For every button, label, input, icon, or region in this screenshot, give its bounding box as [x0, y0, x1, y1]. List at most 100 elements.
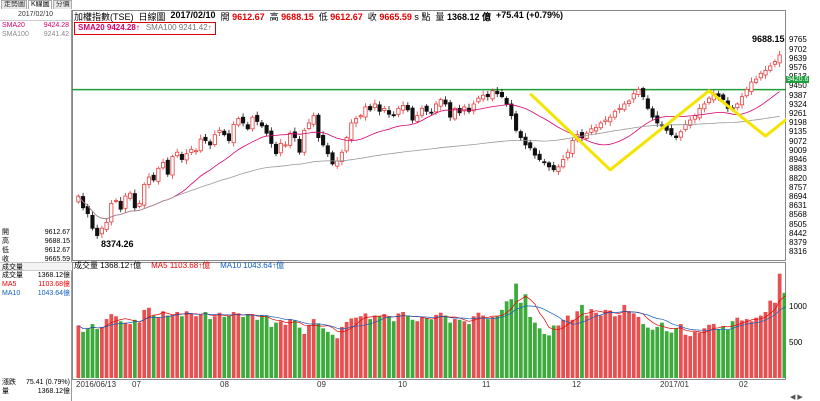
candle-body — [674, 135, 679, 138]
volume-bar — [537, 328, 542, 378]
volume-bar — [570, 319, 575, 378]
volume-bar — [344, 321, 349, 378]
volume-bar — [302, 334, 307, 378]
price-tick: 9072 — [789, 136, 807, 146]
price-tick: 9324 — [789, 99, 807, 109]
volume-bar — [547, 335, 551, 378]
volume-bar — [707, 324, 711, 378]
volume-bar — [650, 329, 655, 378]
candle-body — [353, 118, 359, 124]
header-low: 低 9612.67 — [318, 12, 363, 22]
sidebar-sma20: SMA20 9424.28 — [0, 21, 71, 30]
volume-bar — [688, 336, 693, 378]
tab-kline[interactable]: K線圖 — [27, 0, 52, 9]
candle-body — [339, 151, 344, 162]
volume-bar — [645, 327, 650, 378]
candle-body — [758, 72, 763, 79]
candle-body — [579, 132, 585, 138]
volume-bar — [603, 309, 608, 378]
volume-bar — [448, 322, 453, 378]
volume-bar — [429, 319, 434, 378]
volume-bar — [231, 312, 236, 378]
sidebar-close: 收 9665.59 — [0, 255, 72, 264]
candle-body — [325, 145, 330, 155]
volume-bar — [212, 316, 217, 378]
header-change: +75.41 (+0.79%) — [495, 10, 564, 20]
candle-body — [499, 92, 505, 98]
volume-bar — [598, 315, 603, 378]
volume-bar — [264, 316, 269, 378]
candle-body — [273, 143, 279, 155]
candle-body — [476, 97, 481, 103]
high-value: 9688.15 — [44, 238, 70, 245]
volume-tick: 1000 — [789, 302, 807, 312]
time-tick: 2016/06/13 — [76, 380, 117, 389]
candle-body — [226, 133, 232, 141]
volume-bar — [354, 317, 358, 378]
scroll-arrows[interactable]: ◀ ▶ — [790, 394, 803, 401]
price-tick: 8946 — [789, 155, 807, 165]
ma-legend-sma20: SMA20 9424.28↑ — [78, 23, 140, 32]
volume-bar — [420, 316, 424, 378]
candle-body — [518, 131, 523, 138]
candle-body — [504, 98, 509, 105]
volume-bar — [669, 332, 674, 378]
volume-bar — [405, 315, 410, 378]
candle-body — [222, 130, 227, 136]
ma10-value: 1043.64億 — [37, 290, 70, 297]
price-tick: 8631 — [789, 201, 807, 211]
candle-body — [542, 161, 547, 164]
tab-trend[interactable]: 走勢圖 — [1, 0, 27, 9]
time-tick: 07 — [132, 380, 141, 389]
price-tick: 9765 — [789, 35, 807, 45]
sidebar-total-vol: 量 1368.12億 — [0, 387, 72, 396]
volume-bar — [740, 320, 744, 378]
volume-bar — [504, 301, 509, 378]
price-axis: 9765970296399576951394509387932492619198… — [786, 10, 820, 390]
volume-bar — [391, 321, 396, 378]
high-label: 高 — [2, 238, 9, 245]
candle-body — [368, 106, 373, 111]
candle-body — [128, 192, 133, 199]
candle-body — [95, 227, 100, 236]
volume-bar — [274, 322, 278, 378]
candle-body — [189, 148, 194, 153]
volume-bar — [754, 317, 758, 378]
candle-body — [739, 96, 745, 106]
candle-body — [641, 88, 646, 98]
tab-price-distribution[interactable]: 分價 — [52, 0, 72, 9]
volume-bar — [500, 309, 504, 378]
price-tick: 8757 — [789, 182, 807, 192]
volume-bar — [716, 329, 721, 378]
volume-header: 成交量 1368.12↑億 MA5 1103.68↑億 MA10 1043.64… — [74, 260, 284, 270]
volume-bar — [721, 326, 726, 378]
volume-bar — [377, 316, 382, 378]
volume-bar — [363, 313, 368, 378]
volume-bar — [142, 309, 147, 378]
instrument-title: 加權指數(TSE) — [74, 12, 134, 22]
candlestick-chart[interactable] — [72, 10, 786, 390]
volume-bar — [288, 319, 293, 378]
candle-body — [419, 107, 424, 116]
change-label: 漲跌 — [2, 379, 16, 386]
volume-bar — [297, 327, 302, 378]
volume-bar — [250, 315, 255, 378]
price-tick: 9135 — [789, 127, 807, 137]
volume-bar — [636, 316, 641, 378]
candle-body — [212, 134, 217, 145]
sma100-value: 9241.42 — [43, 31, 69, 38]
candle-body — [241, 116, 246, 124]
low-value: 9612.67 — [44, 247, 70, 254]
price-tick: 9261 — [789, 109, 807, 119]
candle-body — [509, 103, 514, 117]
candle-body — [528, 142, 533, 149]
volume-bar — [678, 324, 683, 378]
time-tick: 09 — [317, 380, 326, 389]
candle-body — [570, 140, 575, 154]
volume-bar — [340, 326, 344, 378]
candle-body — [85, 206, 90, 215]
candle-body — [669, 128, 674, 136]
candle-body — [344, 137, 349, 152]
volume-bar — [227, 315, 231, 378]
sidebar-volume: 成交量 成交量 1368.12億 MA5 1103.68億 MA10 1043.64億 — [0, 262, 72, 298]
